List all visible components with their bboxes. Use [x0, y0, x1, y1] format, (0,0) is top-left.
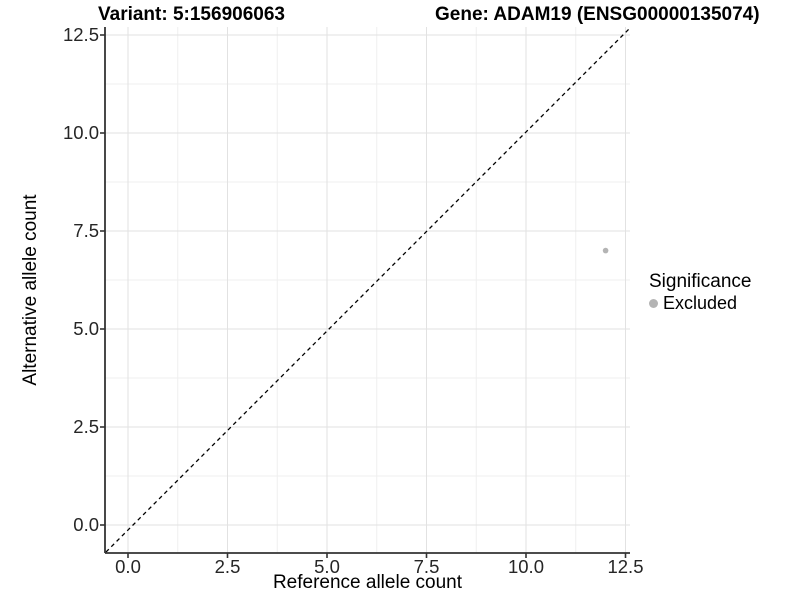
data-point [602, 247, 609, 254]
legend-item-label: Excluded [663, 293, 738, 313]
y-tick-label: 10.0 [63, 122, 99, 143]
x-tick-label: 2.5 [215, 556, 241, 577]
legend-title: Significance [649, 271, 752, 292]
legend: Significance Excluded [649, 272, 751, 313]
y-tick-label: 7.5 [73, 220, 99, 241]
y-tick-label: 12.5 [63, 24, 99, 45]
x-tick-label: 10.0 [508, 556, 544, 577]
x-tick-label: 7.5 [414, 556, 440, 577]
x-tick-label: 0.0 [115, 556, 141, 577]
y-tick-label: 5.0 [73, 318, 99, 339]
excluded-point-icon [649, 299, 658, 308]
plot-title-variant: Variant: 5:156906063 [98, 4, 285, 25]
legend-item-excluded: Excluded [649, 294, 751, 313]
x-tick-label: 12.5 [607, 556, 643, 577]
plot-title-gene: Gene: ADAM19 (ENSG00000135074) [435, 4, 760, 25]
y-tick-label: 0.0 [73, 514, 99, 535]
x-tick-label: 5.0 [314, 556, 340, 577]
y-axis-title: Alternative allele count [20, 194, 41, 386]
identity-dashed-line [105, 27, 631, 553]
y-tick-label: 2.5 [73, 416, 99, 437]
x-axis-title: Reference allele count [272, 572, 463, 593]
